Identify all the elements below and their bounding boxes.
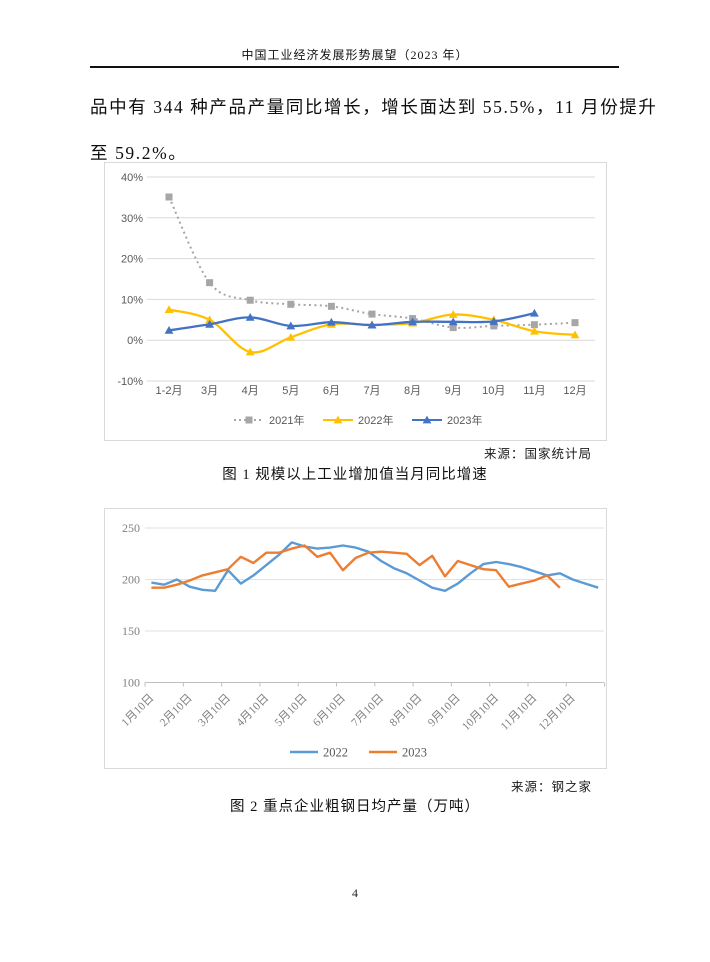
- y-tick-label: 200: [122, 573, 140, 587]
- x-tick-label: 10月: [482, 385, 505, 397]
- y-tick-label: -10%: [117, 376, 143, 388]
- triangle-marker: [205, 319, 214, 328]
- x-tick-label: 6月: [323, 385, 340, 397]
- triangle-marker: [570, 330, 580, 339]
- square-marker: [530, 321, 538, 329]
- x-tick-label: 5月: [282, 385, 299, 397]
- x-tick-label: 9月: [445, 385, 462, 397]
- square-marker: [490, 322, 498, 330]
- figure2-source: 来源：钢之家: [510, 780, 592, 794]
- figure1-chart-svg: 40% 30% 20% 10% 0% -10% 1-2月 3月 4月 5月 6月 7月 8月 9月 10月 1…: [117, 172, 595, 427]
- x-tick-label: 10月10日: [460, 692, 501, 733]
- y-tick-label: 40%: [121, 172, 143, 184]
- square-marker: [206, 279, 214, 287]
- series-line-2023: [151, 544, 561, 589]
- x-tick-label: 8月10日: [388, 692, 425, 729]
- square-marker: [165, 193, 173, 201]
- x-tick-label: 3月: [201, 385, 218, 397]
- triangle-marker: [245, 347, 255, 356]
- x-tick-label: 9月10日: [426, 692, 463, 729]
- x-tick-label: 12月: [563, 385, 586, 397]
- triangle-marker: [530, 326, 539, 335]
- square-marker: [287, 300, 295, 308]
- square-marker: [571, 319, 579, 327]
- body-paragraph-line-2: 至 59.2%。: [90, 143, 188, 163]
- x-tick-label: 11月: [523, 385, 545, 397]
- figure1-caption: 图 1 规模以上工业增加值当月同比增速: [222, 467, 488, 483]
- x-tick-label: 7月: [363, 385, 380, 397]
- x-tick-label: 11月10日: [499, 692, 540, 733]
- legend-label: 2023年: [447, 413, 482, 427]
- x-tick-label: 12月10日: [537, 692, 578, 733]
- x-tick-label: 6月10日: [311, 692, 348, 729]
- x-tick-label: 5月10日: [273, 692, 310, 729]
- triangle-marker: [164, 326, 174, 334]
- square-marker: [449, 324, 457, 332]
- figure2-chart-svg: 250 200 150 100 1月10日 2月10日 3月10日 4月10日 5月10日 6月1…: [120, 521, 606, 760]
- square-marker: [368, 310, 376, 318]
- x-tick-label: 1-2月: [156, 385, 183, 397]
- body-paragraph-line-1: 品中有 344 种产品产量同比增长，增长面达到 55.5%，11 月份提升: [90, 97, 658, 117]
- legend-label: 2022: [323, 746, 348, 760]
- triangle-marker: [333, 415, 343, 424]
- y-tick-label: 10%: [121, 294, 143, 306]
- x-tick-label: 8月: [404, 385, 421, 397]
- page-header-title: 中国工业经济发展形势展望（2023 年）: [241, 48, 469, 62]
- triangle-marker: [205, 315, 214, 324]
- legend-label: 2021年: [269, 413, 304, 427]
- figure1-source: 来源：国家统计局: [483, 447, 592, 461]
- x-tick-label: 1月10日: [120, 692, 157, 729]
- y-tick-label: 100: [122, 676, 140, 690]
- triangle-marker: [408, 317, 417, 326]
- triangle-marker: [448, 317, 458, 326]
- triangle-marker: [489, 317, 499, 325]
- triangle-marker: [286, 321, 296, 330]
- triangle-marker: [530, 308, 539, 317]
- page-number: 4: [352, 886, 358, 900]
- figure1-chart: 40% 30% 20% 10% 0% -10% 1-2月 3月 4月 5月 6月 7月 8月 9月 10月 1…: [104, 162, 607, 441]
- x-tick-label: 7月10日: [349, 692, 386, 729]
- x-tick-label: 4月10日: [234, 692, 271, 729]
- figure2-caption: 图 2 重点企业粗钢日均产量（万吨）: [230, 799, 480, 815]
- y-tick-label: 250: [122, 521, 140, 535]
- x-tick-label: 3月10日: [196, 692, 233, 729]
- square-marker: [245, 416, 253, 424]
- series-line-2023年: [168, 312, 535, 332]
- triangle-marker: [245, 312, 255, 321]
- triangle-marker: [422, 415, 432, 424]
- figure2-chart: 250 200 150 100 1月10日 2月10日 3月10日 4月10日 5月10日 6月1…: [104, 508, 607, 769]
- header-divider: [90, 66, 619, 68]
- y-tick-label: 20%: [121, 254, 143, 266]
- triangle-marker: [286, 332, 296, 341]
- y-tick-label: 30%: [121, 213, 143, 225]
- square-marker: [327, 302, 335, 310]
- x-tick-label: 2月10日: [158, 692, 195, 729]
- y-tick-label: 0%: [127, 335, 143, 347]
- series-line-2022: [151, 541, 599, 593]
- triangle-marker: [164, 305, 174, 313]
- series-line-2021年: [168, 196, 576, 329]
- y-tick-label: 150: [122, 624, 140, 638]
- legend-label: 2023: [402, 746, 427, 760]
- square-marker: [246, 296, 254, 304]
- triangle-marker: [367, 320, 377, 329]
- triangle-marker: [327, 317, 336, 326]
- triangle-marker: [448, 310, 458, 318]
- legend-label: 2022年: [358, 413, 393, 427]
- x-tick-label: 4月: [242, 385, 259, 397]
